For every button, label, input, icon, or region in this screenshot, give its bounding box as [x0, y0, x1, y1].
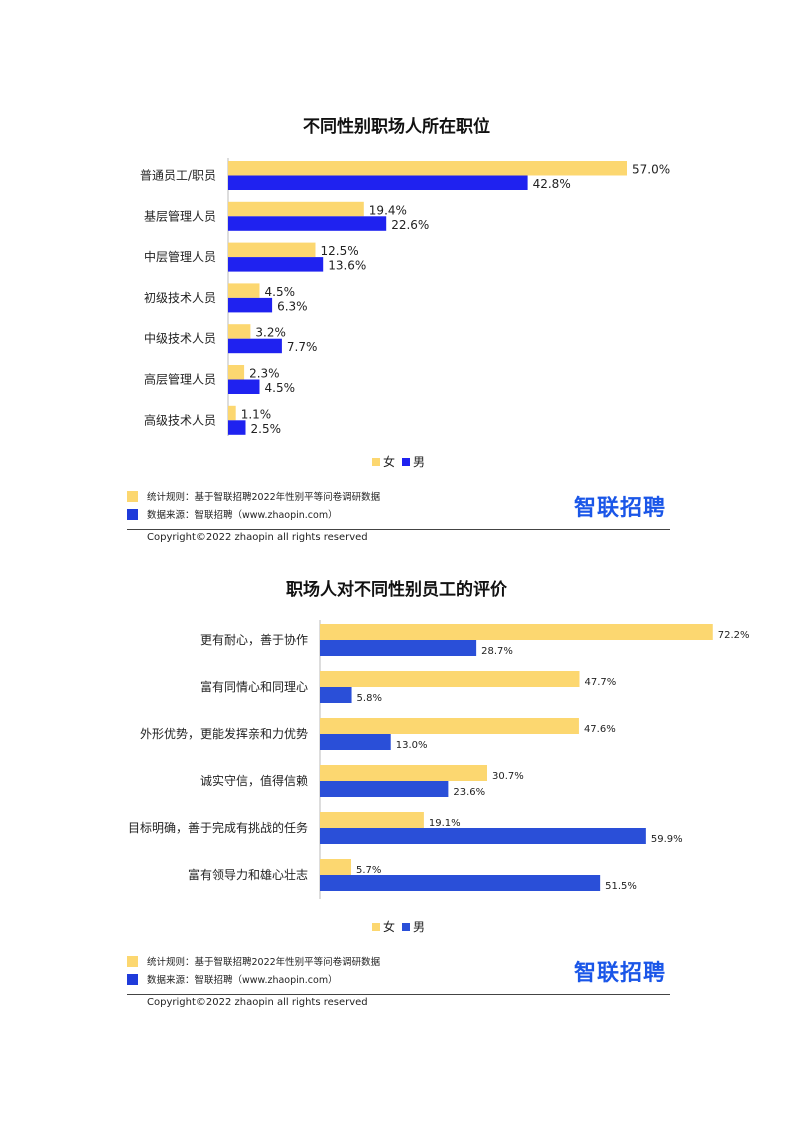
data-source-note: 数据来源：智联招聘（www.zhaopin.com）	[127, 971, 338, 987]
bar-male	[320, 828, 646, 844]
data-label: 42.8%	[533, 177, 571, 191]
chart-evaluation: 职场人对不同性别员工的评价 更有耐心，善于协作 72.2% 28.7% 富有同情心和同…	[0, 565, 793, 1025]
brand-logo: 智联招聘	[573, 961, 666, 986]
bar-female	[320, 859, 352, 875]
chart-title: 不同性别职场人所在职位	[303, 117, 490, 137]
yellow-square-icon	[127, 955, 138, 967]
data-label: 4.5%	[265, 285, 296, 299]
bar-female	[320, 624, 713, 640]
data-source-text: 数据来源：智联招聘（www.zhaopin.com）	[147, 510, 338, 521]
category-label: 基层管理人员	[144, 208, 216, 223]
data-label: 3.2%	[255, 326, 286, 340]
bar-female	[320, 812, 424, 828]
data-label: 4.5%	[265, 381, 296, 395]
bar-male	[228, 297, 273, 313]
bar-female	[228, 324, 251, 339]
category-label: 富有同情心和同理心	[200, 679, 308, 694]
bar-male	[320, 687, 352, 703]
category-label: 高级技术人员	[144, 412, 216, 427]
data-label: 1.1%	[241, 407, 272, 421]
category-label: 普通员工/职员	[140, 169, 216, 183]
category-label: 目标明确，善于完成有挑战的任务	[128, 820, 308, 835]
bar-male	[228, 338, 282, 354]
stat-rule-text: 统计规则：基于智联招聘2022年性别平等问卷调研数据	[147, 957, 381, 968]
bar-male	[228, 420, 246, 435]
yellow-square-icon	[127, 490, 138, 502]
data-label: 47.7%	[584, 677, 616, 688]
chart-positions: 不同性别职场人所在职位 普通员工/职员 57.0% 42.8% 基层管理人员 19.4%…	[0, 100, 793, 570]
data-label: 2.5%	[251, 422, 282, 436]
legend-label: 女	[383, 919, 395, 934]
bar-female	[228, 201, 364, 217]
legend-swatch-female	[372, 458, 380, 466]
data-label: 59.9%	[651, 834, 683, 845]
legend-label: 男	[413, 455, 425, 469]
data-label: 6.3%	[277, 299, 308, 313]
category-label: 中级技术人员	[144, 331, 216, 346]
data-label: 7.7%	[287, 340, 318, 354]
bar-female	[228, 242, 316, 258]
legend-label: 女	[383, 454, 395, 469]
chart-title: 职场人对不同性别员工的评价	[286, 580, 507, 600]
brand-logo: 智联招聘	[573, 496, 666, 521]
bar-male	[228, 175, 528, 190]
bar-male	[320, 781, 449, 797]
divider	[127, 529, 670, 530]
bar-male	[228, 216, 387, 231]
data-label: 12.5%	[321, 244, 359, 258]
legend-swatch-male	[402, 923, 410, 931]
data-label: 13.0%	[396, 740, 428, 751]
bar-female	[320, 718, 579, 734]
data-label: 51.5%	[605, 881, 637, 892]
data-label: 5.8%	[357, 693, 382, 704]
data-label: 72.2%	[718, 630, 750, 641]
category-label: 中层管理人员	[144, 249, 216, 264]
data-label: 22.6%	[391, 218, 429, 232]
bar-female	[320, 671, 580, 687]
divider	[127, 994, 670, 995]
bar-male	[228, 379, 260, 394]
chart-positions-svg: 普通员工/职员 57.0% 42.8% 基层管理人员 19.4%22.6% 中层管理人员 1…	[140, 158, 670, 469]
bar-female	[228, 365, 245, 380]
bar-male	[228, 257, 324, 272]
category-label: 诚实守信，值得信赖	[200, 773, 308, 788]
category-label: 高层管理人员	[144, 372, 216, 387]
copyright: Copyright©2022 zhaopin all rights reserv…	[147, 997, 368, 1008]
data-label: 13.6%	[328, 259, 366, 273]
chart-evaluation-svg: 更有耐心，善于协作 72.2% 28.7% 富有同情心和同理心 47.7% 5.8% 外形优…	[128, 620, 750, 934]
data-label: 57.0%	[632, 163, 670, 177]
stat-rule-note: 统计规则：基于智联招聘2022年性别平等问卷调研数据	[127, 953, 380, 969]
data-label: 23.6%	[453, 787, 485, 798]
data-label: 28.7%	[481, 646, 513, 657]
data-label: 2.3%	[249, 367, 280, 381]
bar-male	[320, 734, 391, 750]
blue-square-icon	[127, 973, 138, 985]
bar-female	[228, 283, 260, 298]
data-source-text: 数据来源：智联招聘（www.zhaopin.com）	[147, 975, 338, 986]
bar-female	[228, 161, 627, 176]
category-label: 更有耐心，善于协作	[200, 632, 308, 647]
legend-label: 男	[413, 920, 425, 934]
bar-male	[320, 875, 601, 891]
bar-female	[320, 765, 488, 781]
category-label: 外形优势，更能发挥亲和力优势	[140, 726, 308, 741]
stat-rule-note: 统计规则：基于智联招聘2022年性别平等问卷调研数据	[127, 488, 380, 504]
data-label: 19.4%	[369, 203, 407, 217]
data-label: 19.1%	[429, 818, 461, 829]
copyright: Copyright©2022 zhaopin all rights reserv…	[147, 532, 368, 543]
legend-swatch-female	[372, 923, 380, 931]
category-label: 初级技术人员	[144, 291, 216, 305]
data-label: 30.7%	[492, 771, 524, 782]
category-label: 富有领导力和雄心壮志	[188, 867, 308, 882]
data-label: 5.7%	[356, 865, 381, 876]
data-label: 47.6%	[584, 724, 616, 735]
bar-female	[228, 405, 236, 421]
data-source-note: 数据来源：智联招聘（www.zhaopin.com）	[127, 506, 338, 522]
stat-rule-text: 统计规则：基于智联招聘2022年性别平等问卷调研数据	[147, 492, 381, 503]
blue-square-icon	[127, 508, 138, 520]
bar-male	[320, 640, 477, 656]
legend-swatch-male	[402, 458, 410, 466]
